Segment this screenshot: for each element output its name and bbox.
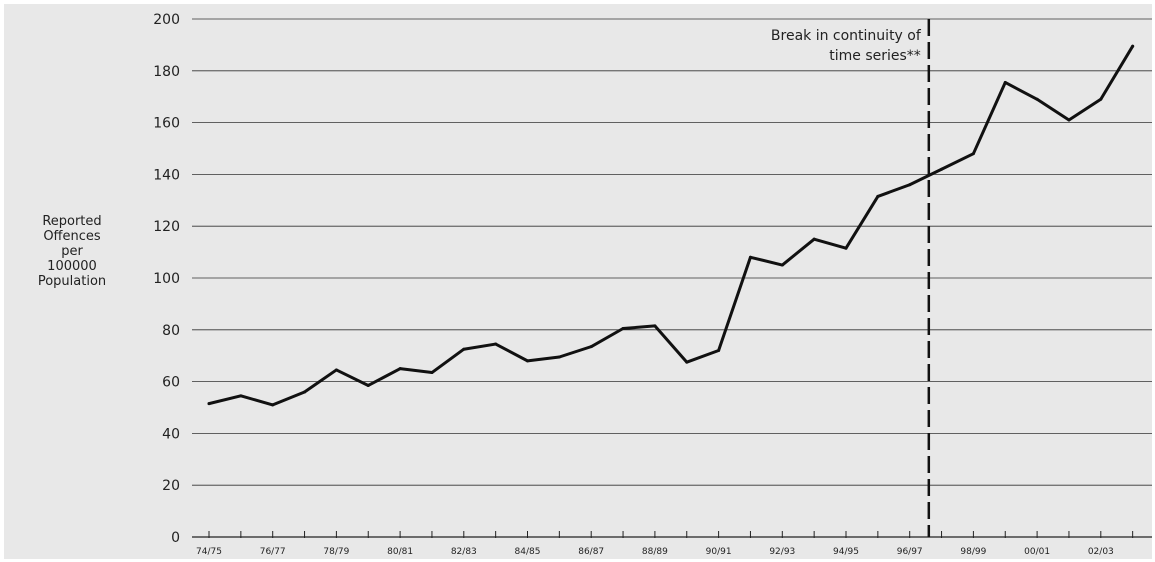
y-tick-label: 100 (153, 271, 180, 287)
x-tick-label: 96/97 (897, 547, 923, 557)
data-point (494, 342, 498, 346)
data-point (748, 255, 752, 259)
data-point (557, 355, 561, 359)
data-point (1099, 97, 1103, 101)
y-axis-label-line: Offences (43, 229, 101, 244)
y-axis-label-line: per (61, 244, 83, 259)
y-tick-label: 140 (153, 167, 180, 183)
y-axis-label-line: 100000 (47, 259, 97, 274)
x-tick-label: 88/89 (642, 547, 668, 557)
y-tick-label: 180 (153, 64, 180, 80)
data-point (812, 237, 816, 241)
y-tick-label: 40 (162, 426, 180, 442)
data-point (366, 383, 370, 387)
data-point (1067, 118, 1071, 122)
data-point (876, 194, 880, 198)
y-axis-label: Reported Offences per 100000 Population (22, 214, 122, 289)
data-point (207, 402, 211, 406)
x-tick-label: 80/81 (387, 547, 413, 557)
data-point (971, 152, 975, 156)
y-tick-label: 60 (162, 375, 180, 391)
data-point (685, 360, 689, 364)
x-tick-label: 82/83 (451, 547, 477, 557)
data-point (940, 167, 944, 171)
data-point (1131, 44, 1135, 48)
x-tick-label: 92/93 (769, 547, 795, 557)
x-tick-label: 84/85 (515, 547, 541, 557)
data-point (1035, 97, 1039, 101)
x-tick-label: 90/91 (706, 547, 732, 557)
data-point (334, 368, 338, 372)
y-tick-label: 200 (153, 12, 180, 28)
x-tick-label: 76/77 (260, 547, 286, 557)
series-line (207, 44, 1135, 407)
data-point (303, 390, 307, 394)
y-tick-label: 20 (162, 478, 180, 494)
data-point (653, 324, 657, 328)
x-tick-label: 78/79 (323, 547, 349, 557)
data-point (780, 263, 784, 267)
data-point (717, 349, 721, 353)
y-axis-label-line: Reported (42, 214, 102, 229)
data-point (462, 347, 466, 351)
y-axis-label-line: Population (37, 274, 107, 289)
x-tick-label: 00/01 (1024, 547, 1050, 557)
break-annotation: time series** (829, 48, 921, 64)
data-point (908, 183, 912, 187)
data-point (844, 246, 848, 250)
data-point (239, 394, 243, 398)
data-point (621, 327, 625, 331)
y-tick-label: 0 (171, 530, 180, 546)
x-tick-label: 98/99 (960, 547, 986, 557)
data-point (398, 367, 402, 371)
data-point (589, 345, 593, 349)
y-tick-label: 160 (153, 116, 180, 132)
y-tick-label: 120 (153, 219, 180, 235)
x-tick-label: 74/75 (196, 547, 222, 557)
line-chart: 0 20 40 60 80 100 120 140 160 180 200 74/75 76/77 78… (153, 12, 1152, 557)
data-point (526, 359, 529, 363)
y-tick-label: 80 (162, 323, 180, 339)
break-annotation: Break in continuity of (771, 28, 922, 44)
data-point (430, 371, 434, 375)
data-point (271, 403, 275, 407)
x-tick-label: 86/87 (578, 547, 604, 557)
data-point (1003, 80, 1007, 84)
x-tick-label: 02/03 (1088, 547, 1114, 557)
x-tick-label: 94/95 (833, 547, 859, 557)
chart-area: Reported Offences per 100000 Population … (4, 4, 1152, 559)
